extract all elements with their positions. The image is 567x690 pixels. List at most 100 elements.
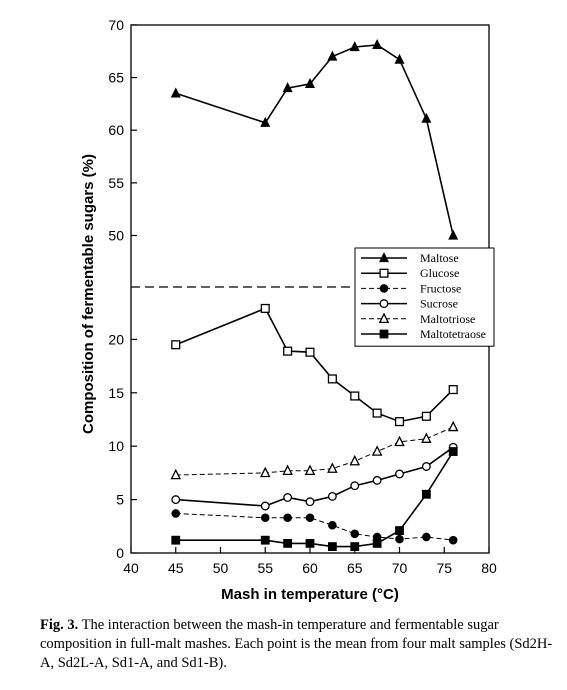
data-point-sucrose — [395, 469, 404, 479]
data-point-maltose — [349, 41, 360, 52]
series-glucose — [171, 303, 458, 427]
y-tick-label: 5 — [116, 492, 124, 508]
y-tick-label: 15 — [108, 385, 124, 401]
legend-item-glucose: Glucose — [361, 266, 459, 280]
data-point-sucrose — [260, 501, 270, 511]
data-point-maltotriose — [282, 464, 293, 476]
data-point-glucose — [327, 374, 337, 384]
data-point-maltotetraose — [448, 447, 458, 456]
data-point-maltotriose — [421, 432, 432, 443]
y-tick-label: 65 — [108, 70, 124, 86]
data-point-maltose — [394, 53, 405, 64]
legend-marker-maltose — [378, 252, 390, 263]
legend-marker-maltotetraose — [379, 329, 389, 339]
data-point-fructose — [448, 535, 458, 545]
x-tick-label: 65 — [347, 560, 363, 576]
x-tick-label: 70 — [392, 560, 408, 576]
data-point-glucose — [260, 303, 270, 313]
x-tick-label: 40 — [123, 560, 139, 576]
series-line-maltose — [175, 44, 454, 236]
data-point-maltotetraose — [327, 542, 337, 551]
data-point-sucrose — [305, 497, 315, 507]
data-point-maltose — [170, 87, 181, 98]
legend-item-sucrose: Sucrose — [361, 297, 458, 311]
data-point-maltotetraose — [260, 535, 270, 545]
series-maltotetraose — [171, 447, 458, 551]
y-tick-label: 60 — [108, 122, 124, 138]
data-point-maltotriose — [349, 454, 361, 466]
data-point-fructose — [350, 529, 360, 539]
data-point-fructose — [260, 513, 270, 523]
legend-label-maltotriose: Maltotriose — [420, 312, 475, 326]
data-point-maltotriose — [170, 468, 182, 480]
legend-item-maltotetraose: Maltotetraose — [361, 327, 486, 341]
data-point-sucrose — [372, 475, 382, 485]
data-point-glucose — [372, 408, 382, 418]
legend-box — [354, 247, 495, 347]
legend-label-sucrose: Sucrose — [420, 297, 458, 311]
data-point-maltotetraose — [421, 489, 431, 499]
legend-marker-glucose — [379, 268, 389, 278]
data-point-fructose — [283, 513, 292, 523]
x-tick-label: 80 — [481, 560, 497, 576]
series-line-fructose — [175, 513, 454, 541]
caption-label: Fig. 3. — [40, 617, 79, 633]
legend-label-maltotetraose: Maltotetraose — [420, 327, 486, 341]
data-point-glucose — [283, 346, 293, 356]
data-point-maltotetraose — [283, 538, 293, 548]
figure-caption: Fig. 3. The interaction between the mash… — [40, 616, 560, 673]
data-point-glucose — [421, 411, 431, 421]
legend-item-maltose: Maltose — [361, 251, 459, 265]
data-point-fructose — [305, 513, 315, 523]
data-point-maltose — [282, 82, 293, 93]
data-point-maltotriose — [304, 464, 316, 476]
x-tick-label: 45 — [168, 560, 184, 576]
data-point-maltose — [448, 229, 459, 240]
data-point-maltotetraose — [350, 542, 360, 551]
data-point-glucose — [171, 340, 181, 350]
data-point-maltose — [421, 112, 432, 123]
legend-label-fructose: Fructose — [420, 281, 461, 295]
data-point-maltotetraose — [372, 538, 382, 548]
data-point-sucrose — [350, 481, 360, 491]
ticks: 40 45 50 55 60 65 70 75 80 50 55 60 65 70 0 5 10 15 20 — [108, 17, 497, 576]
data-point-maltose — [327, 50, 338, 61]
y-tick-label: 20 — [108, 331, 124, 347]
legend-item-maltotriose: Maltotriose — [361, 312, 475, 326]
data-point-maltose — [372, 38, 383, 50]
x-tick-label: 60 — [302, 560, 318, 576]
data-point-sucrose — [171, 495, 181, 505]
data-point-glucose — [350, 391, 360, 401]
data-point-maltotriose — [447, 420, 459, 432]
x-axis-title: Mash in temperature (°C) — [221, 586, 399, 603]
data-point-maltotriose — [327, 462, 338, 473]
series-maltotriose — [170, 420, 459, 480]
x-tick-label: 50 — [213, 560, 229, 576]
series-line-sucrose — [175, 446, 454, 507]
y-tick-label: 10 — [108, 438, 124, 454]
data-point-fructose — [328, 520, 337, 530]
series-line-maltotetraose — [175, 451, 454, 548]
data-point-maltose — [260, 116, 271, 127]
y-tick-label: 50 — [108, 228, 124, 244]
x-tick-label: 55 — [257, 560, 273, 576]
series-line-glucose — [175, 307, 454, 423]
data-point-maltotriose — [259, 466, 271, 478]
series-layer — [170, 38, 459, 551]
y-tick-label: 0 — [116, 545, 124, 561]
legend-marker-fructose — [379, 284, 389, 293]
data-point-glucose — [394, 417, 405, 427]
data-point-fructose — [422, 532, 431, 542]
y-axis-title: Composition of fermentable sugars (%) — [80, 154, 97, 434]
legend-label-glucose: Glucose — [420, 266, 459, 280]
data-point-sucrose — [421, 462, 431, 471]
legend-item-fructose: Fructose — [361, 281, 461, 295]
series-maltose — [170, 38, 459, 240]
series-sucrose — [171, 442, 458, 511]
data-point-maltotetraose — [171, 535, 181, 545]
data-point-sucrose — [283, 493, 293, 502]
legend-marker-sucrose — [379, 299, 389, 309]
chart: 40 45 50 55 60 65 70 75 80 50 55 60 65 70 0 5 10 15 20 Mal… — [80, 17, 497, 603]
data-point-glucose — [305, 347, 315, 357]
